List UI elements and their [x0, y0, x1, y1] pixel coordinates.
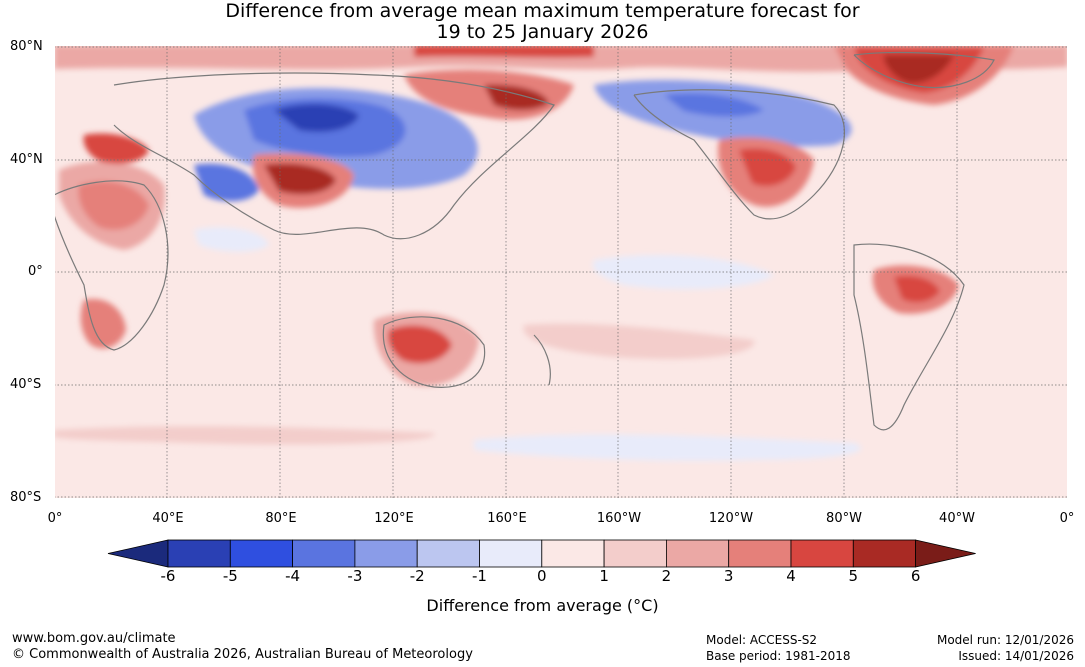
colorbar-arrow-high	[915, 539, 976, 568]
map-title-line-1: Difference from average mean maximum tem…	[225, 0, 860, 22]
colorbar-tick-label: -1	[472, 567, 487, 585]
colorbar-tick-label: 1	[599, 567, 609, 585]
coastline-north-america	[633, 89, 845, 220]
colorbar-tick-label: 6	[910, 567, 921, 585]
lat-label-40n: 40°N	[10, 152, 43, 167]
colorbar-cell	[603, 539, 667, 568]
anomaly-greenland-core	[884, 55, 954, 84]
anomaly-central-asia-core	[274, 103, 359, 132]
colorbar-cell	[852, 539, 916, 568]
colorbar-tick-label: 5	[848, 567, 859, 585]
anomaly-arabia	[78, 181, 149, 230]
colorbar-tick-label: -2	[409, 567, 425, 585]
colorbar-tick-label: 0	[537, 567, 547, 585]
anomaly-east-siberia-core	[484, 84, 549, 110]
colorbar-label: Difference from average (°C)	[426, 596, 659, 615]
lon-label-0-east: 0°	[1059, 511, 1075, 526]
map-title-line-2: 19 to 25 January 2026	[436, 21, 649, 43]
anomaly-south-pacific-warm	[523, 323, 755, 360]
anomaly-southern-ocean-cool	[474, 434, 861, 461]
coastline-south-america	[853, 243, 965, 431]
colorbar-tick-label: -3	[347, 567, 363, 585]
anomaly-map	[54, 45, 1068, 499]
footer-issued: Issued: 14/01/2026	[958, 649, 1074, 663]
lon-label-80w: 80°W	[826, 511, 862, 526]
colorbar-cell	[666, 539, 730, 568]
colorbar-tick-label: -5	[222, 567, 238, 585]
anomaly-southern-ocean-warm	[54, 426, 435, 445]
anomaly-southern-africa	[80, 298, 126, 349]
colorbar-cell	[354, 539, 418, 568]
lon-label-0: 0°	[47, 511, 63, 526]
anomaly-southern-us-core	[739, 148, 796, 187]
map-frame	[54, 45, 1068, 499]
lon-label-80e: 80°E	[265, 511, 297, 526]
colorbar-cells	[107, 539, 976, 568]
lat-label-0: 0°	[28, 264, 43, 279]
colorbar-cell	[167, 539, 231, 568]
anomaly-shading	[54, 45, 1068, 461]
colorbar-arrow-low	[107, 539, 169, 568]
coastline-africa	[54, 180, 169, 351]
coastline-eurasia	[113, 72, 555, 240]
anomaly-arctic-siberia	[414, 45, 594, 58]
footer-base-period: Base period: 1981-2018	[706, 649, 851, 663]
footer-copyright: © Commonwealth of Australia 2026, Austra…	[12, 647, 473, 662]
lon-label-120e: 120°E	[374, 511, 414, 526]
lon-label-40e: 40°E	[152, 511, 184, 526]
colorbar-cell	[292, 539, 356, 568]
colorbar-tick-label: 3	[723, 567, 734, 585]
anomaly-brazil-core	[894, 275, 940, 303]
colorbar-cell	[541, 539, 605, 568]
lon-label-160e: 160°E	[487, 511, 527, 526]
gridlines	[54, 45, 1068, 499]
coastlines	[54, 51, 995, 431]
colorbar-cell	[229, 539, 294, 568]
footer-model-run: Model run: 12/01/2026	[936, 633, 1074, 647]
anomaly-australia-core	[388, 325, 452, 364]
colorbar-tick-label: -6	[160, 567, 176, 585]
coastline-greenland	[853, 51, 995, 89]
lon-label-40w: 40°W	[939, 511, 975, 526]
lon-label-160w: 160°W	[596, 511, 642, 526]
lat-label-80n: 80°N	[10, 39, 43, 54]
colorbar-cell	[479, 539, 543, 568]
footer-url[interactable]: www.bom.gov.au/climate	[12, 631, 176, 646]
colorbar-tick-label: 4	[786, 567, 796, 585]
anomaly-west-asia-cold	[194, 163, 259, 202]
anomaly-arctic-band	[54, 45, 1068, 72]
coastline-australia	[382, 316, 486, 388]
lat-label-80s: 80°S	[10, 490, 42, 505]
colorbar-cell	[728, 539, 792, 568]
colorbar	[107, 539, 976, 568]
anomaly-indian-ocean-cool	[194, 227, 269, 252]
colorbar-tick-label: 2	[661, 567, 672, 585]
anomaly-north-america-cold-core	[664, 93, 764, 117]
lat-label-40s: 40°S	[10, 377, 42, 392]
anomaly-tibet-core	[264, 163, 336, 195]
lon-label-120w: 120°W	[708, 511, 754, 526]
colorbar-cell	[416, 539, 480, 568]
footer-model: Model: ACCESS-S2	[706, 633, 818, 647]
coastline-new-zealand	[533, 334, 551, 386]
colorbar-tick-label: -4	[285, 567, 301, 585]
colorbar-cell	[790, 539, 854, 568]
anomaly-pacific-cool	[592, 255, 774, 290]
anomaly-europe-east	[83, 133, 149, 164]
